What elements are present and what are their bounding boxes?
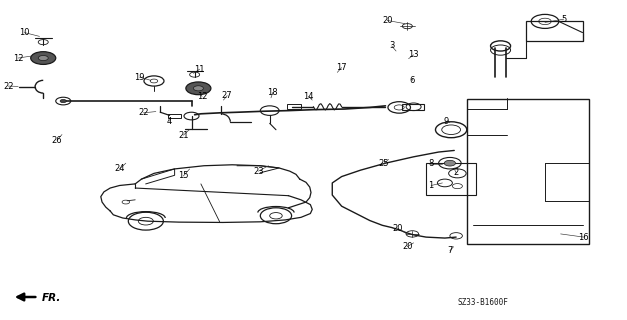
Text: 14: 14 [303, 92, 314, 101]
Text: 16: 16 [579, 233, 589, 242]
Text: 4: 4 [167, 116, 172, 126]
Text: 6: 6 [409, 76, 415, 85]
Text: 22: 22 [3, 82, 13, 91]
Text: 24: 24 [114, 164, 125, 173]
Text: 25: 25 [378, 159, 389, 168]
Bar [426, 163, 476, 195]
Text: 21: 21 [178, 131, 189, 140]
Text: 12: 12 [13, 53, 23, 62]
Text: 26: 26 [51, 136, 62, 145]
Text: 15: 15 [178, 172, 189, 180]
Text: 7: 7 [447, 246, 453, 255]
Bar [169, 114, 181, 118]
Circle shape [38, 55, 48, 60]
Text: 1: 1 [428, 181, 434, 190]
Text: 27: 27 [222, 91, 233, 100]
Text: SZ33-B1600F: SZ33-B1600F [457, 298, 508, 307]
Text: 10: 10 [19, 28, 29, 37]
Text: 3: 3 [389, 41, 394, 51]
Circle shape [445, 160, 455, 166]
Text: 20: 20 [402, 242, 413, 251]
Circle shape [193, 86, 203, 91]
Bar [526, 21, 582, 41]
Text: 12: 12 [197, 92, 208, 101]
Text: 23: 23 [253, 167, 264, 176]
Text: 8: 8 [428, 159, 434, 168]
Text: FR.: FR. [41, 293, 61, 303]
Text: 13: 13 [408, 50, 419, 59]
Bar [287, 104, 301, 109]
Text: 18: 18 [268, 88, 278, 97]
Bar [466, 100, 589, 244]
Circle shape [31, 52, 56, 64]
Bar [403, 104, 424, 110]
Text: 9: 9 [443, 116, 449, 126]
Text: 17: 17 [336, 63, 347, 72]
Text: 20: 20 [382, 16, 393, 25]
Text: 5: 5 [561, 15, 566, 24]
Text: 11: 11 [194, 65, 205, 74]
Text: 19: 19 [134, 73, 145, 82]
Circle shape [60, 100, 66, 103]
Text: 20: 20 [393, 224, 403, 233]
Circle shape [186, 82, 211, 95]
Text: 22: 22 [138, 108, 149, 117]
Text: 2: 2 [453, 168, 459, 177]
